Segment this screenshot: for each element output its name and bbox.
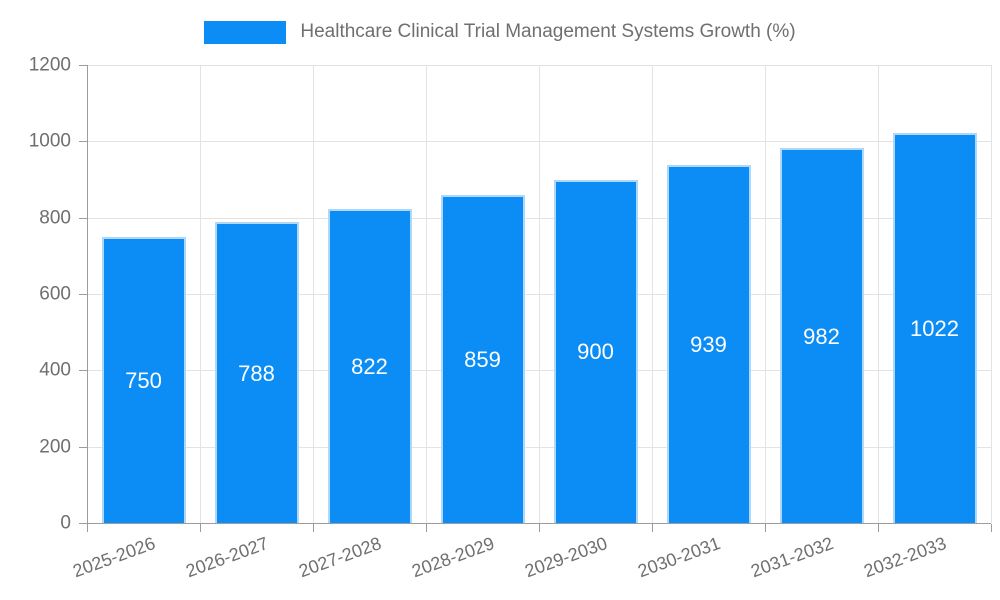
y-axis-tick-label: 800 bbox=[39, 207, 71, 229]
y-tick-mark bbox=[79, 294, 87, 295]
y-axis-tick-label: 0 bbox=[60, 512, 71, 534]
y-tick-mark bbox=[79, 370, 87, 372]
x-axis-category-label: 2030-2031 bbox=[635, 533, 724, 582]
bar-value-label: 900 bbox=[577, 339, 614, 365]
bar-value-label: 859 bbox=[464, 347, 501, 373]
x-axis-category-label: 2025-2026 bbox=[70, 533, 159, 582]
plot-area: 0 200 400 600 800 1000 1200 750 788 822 859 900 939 9… bbox=[29, 56, 992, 533]
bar-value-label: 1022 bbox=[910, 315, 959, 341]
x-tick-mark bbox=[426, 524, 427, 532]
x-tick-mark bbox=[991, 524, 992, 532]
legend-swatch bbox=[204, 20, 287, 44]
x-gridline bbox=[765, 65, 766, 523]
y-tick-mark bbox=[79, 65, 87, 66]
x-gridline bbox=[652, 65, 653, 523]
bar-value-label: 822 bbox=[351, 354, 388, 380]
x-tick-mark bbox=[765, 524, 766, 532]
y-tick-mark bbox=[79, 141, 87, 143]
legend-label: Healthcare Clinical Trial Management Sys… bbox=[300, 21, 796, 42]
x-tick-mark bbox=[878, 524, 879, 532]
y-tick-mark bbox=[79, 446, 87, 448]
bar: 859 bbox=[440, 195, 525, 523]
x-axis-category-label: 2027-2028 bbox=[296, 533, 385, 582]
y-tick-mark bbox=[79, 523, 87, 524]
x-axis-line bbox=[86, 523, 991, 524]
y-axis-tick-label: 600 bbox=[39, 283, 71, 305]
x-gridline bbox=[426, 65, 427, 523]
x-axis-category-label: 2029-2030 bbox=[522, 533, 611, 582]
y-axis-tick-label: 400 bbox=[39, 359, 71, 381]
bar: 982 bbox=[779, 148, 864, 523]
bar: 900 bbox=[553, 179, 638, 523]
x-gridline bbox=[991, 65, 992, 523]
x-tick-mark bbox=[652, 524, 653, 532]
bar: 939 bbox=[666, 164, 751, 523]
x-tick-mark bbox=[200, 524, 201, 532]
chart-legend[interactable]: Healthcare Clinical Trial Management Sys… bbox=[0, 18, 1000, 46]
x-tick-mark bbox=[313, 524, 314, 532]
x-gridline bbox=[878, 65, 879, 523]
x-tick-mark bbox=[539, 524, 540, 532]
bar: 1022 bbox=[892, 132, 977, 523]
bar-value-label: 982 bbox=[803, 323, 840, 349]
y-axis-tick-label: 200 bbox=[39, 436, 71, 458]
bar-value-label: 939 bbox=[690, 331, 727, 357]
x-axis-category-label: 2026-2027 bbox=[183, 533, 272, 582]
y-axis-tick-label: 1000 bbox=[28, 130, 71, 152]
x-gridline bbox=[313, 65, 314, 523]
x-gridline bbox=[539, 65, 540, 523]
bar: 788 bbox=[214, 222, 299, 523]
x-axis-category-label: 2032-2033 bbox=[861, 533, 950, 582]
y-axis-tick-label: 1200 bbox=[28, 54, 71, 76]
y-tick-mark bbox=[79, 217, 87, 219]
bar-value-label: 750 bbox=[125, 367, 162, 393]
x-gridline bbox=[200, 65, 201, 523]
x-axis-category-label: 2031-2032 bbox=[748, 533, 837, 582]
bar-value-label: 788 bbox=[238, 360, 275, 386]
bar: 750 bbox=[101, 236, 186, 523]
bar: 822 bbox=[327, 209, 412, 523]
x-axis-category-label: 2028-2029 bbox=[409, 533, 498, 582]
y-axis-line bbox=[87, 65, 88, 531]
